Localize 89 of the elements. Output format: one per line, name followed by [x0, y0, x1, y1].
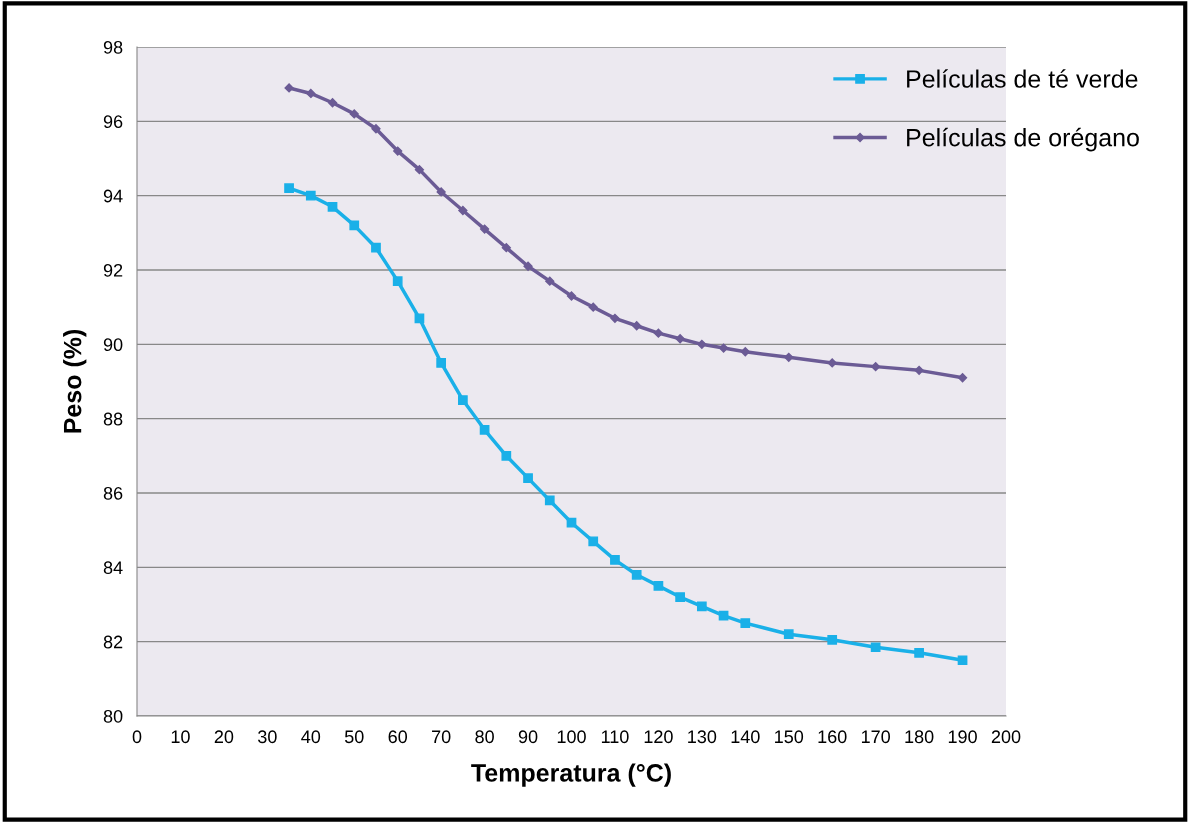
point [675, 592, 685, 602]
point [479, 224, 490, 234]
point [675, 334, 685, 344]
point [697, 339, 707, 349]
point [501, 450, 512, 461]
y-tick-label: 94 [103, 189, 123, 203]
point [914, 647, 924, 658]
y-tick-label: 96 [103, 115, 123, 129]
point [284, 83, 294, 93]
point [458, 395, 468, 405]
point [653, 581, 664, 591]
point [458, 205, 468, 216]
point [327, 98, 338, 108]
point [588, 536, 599, 547]
legend-label: Películas de té verde [907, 69, 1138, 88]
point [414, 313, 425, 324]
x-tick-label: 120 [644, 730, 673, 744]
point [631, 569, 642, 580]
x-tick-label: 20 [214, 730, 234, 744]
point [501, 243, 511, 253]
y-tick-label: 98 [103, 40, 123, 54]
x-tick-label: 40 [301, 730, 321, 744]
point [436, 358, 447, 368]
point [610, 313, 620, 323]
point [740, 347, 750, 357]
point [784, 352, 794, 362]
x-tick-label: 150 [775, 730, 804, 744]
point [284, 183, 294, 194]
point [392, 276, 403, 287]
y-tick-label: 90 [103, 338, 123, 352]
point [957, 655, 968, 666]
point [305, 190, 316, 201]
point [740, 618, 751, 628]
y-tick-label: 88 [103, 412, 123, 426]
point [479, 424, 490, 435]
point [588, 302, 598, 312]
point [610, 555, 620, 565]
point [914, 365, 924, 375]
point [523, 473, 533, 483]
point [871, 362, 881, 372]
point [393, 146, 403, 156]
point [349, 220, 360, 231]
point [870, 642, 881, 653]
point [545, 276, 555, 286]
point [371, 124, 381, 134]
x-tick-label: 180 [905, 730, 934, 744]
point [632, 321, 642, 331]
point [371, 242, 381, 253]
point [436, 187, 446, 197]
point [566, 291, 577, 301]
y-tick-label: 84 [103, 561, 123, 575]
point [827, 358, 837, 368]
x-tick-label: 90 [518, 730, 538, 744]
x-tick-label: 100 [557, 730, 586, 744]
point [523, 261, 533, 271]
point [957, 373, 968, 383]
x-tick-label: 30 [258, 730, 277, 744]
x-tick-label: 0 [132, 730, 142, 744]
x-tick-label: 50 [344, 730, 364, 744]
point [544, 495, 555, 506]
x-tick-label: 110 [601, 730, 629, 744]
y-axis-title: Peso (%) [63, 329, 87, 433]
point [783, 629, 794, 640]
point [327, 201, 338, 212]
x-tick-label: 200 [991, 730, 1021, 744]
point [414, 165, 425, 175]
x-tick-label: 10 [171, 730, 190, 744]
x-tick-label: 140 [731, 730, 760, 744]
point [306, 88, 316, 99]
x-tick-label: 80 [475, 730, 494, 744]
legend-label: Películas de orégano [907, 127, 1139, 152]
point [653, 328, 664, 338]
x-tick-label: 60 [388, 730, 408, 744]
y-tick-label: 80 [103, 709, 123, 723]
x-tick-label: 190 [948, 730, 977, 744]
x-tick-label: 70 [432, 730, 451, 744]
x-tick-label: 170 [861, 730, 891, 744]
y-tick-label: 82 [103, 635, 123, 649]
point [827, 634, 838, 645]
x-axis-title: Temperatura (°C) [471, 763, 671, 787]
point [718, 610, 729, 621]
point [566, 517, 577, 528]
point [718, 343, 729, 353]
y-tick-label: 86 [103, 486, 123, 500]
point [349, 109, 359, 119]
x-tick-label: 160 [818, 730, 847, 744]
point [696, 601, 707, 612]
y-tick-label: 92 [103, 263, 123, 277]
x-tick-label: 130 [688, 730, 717, 744]
